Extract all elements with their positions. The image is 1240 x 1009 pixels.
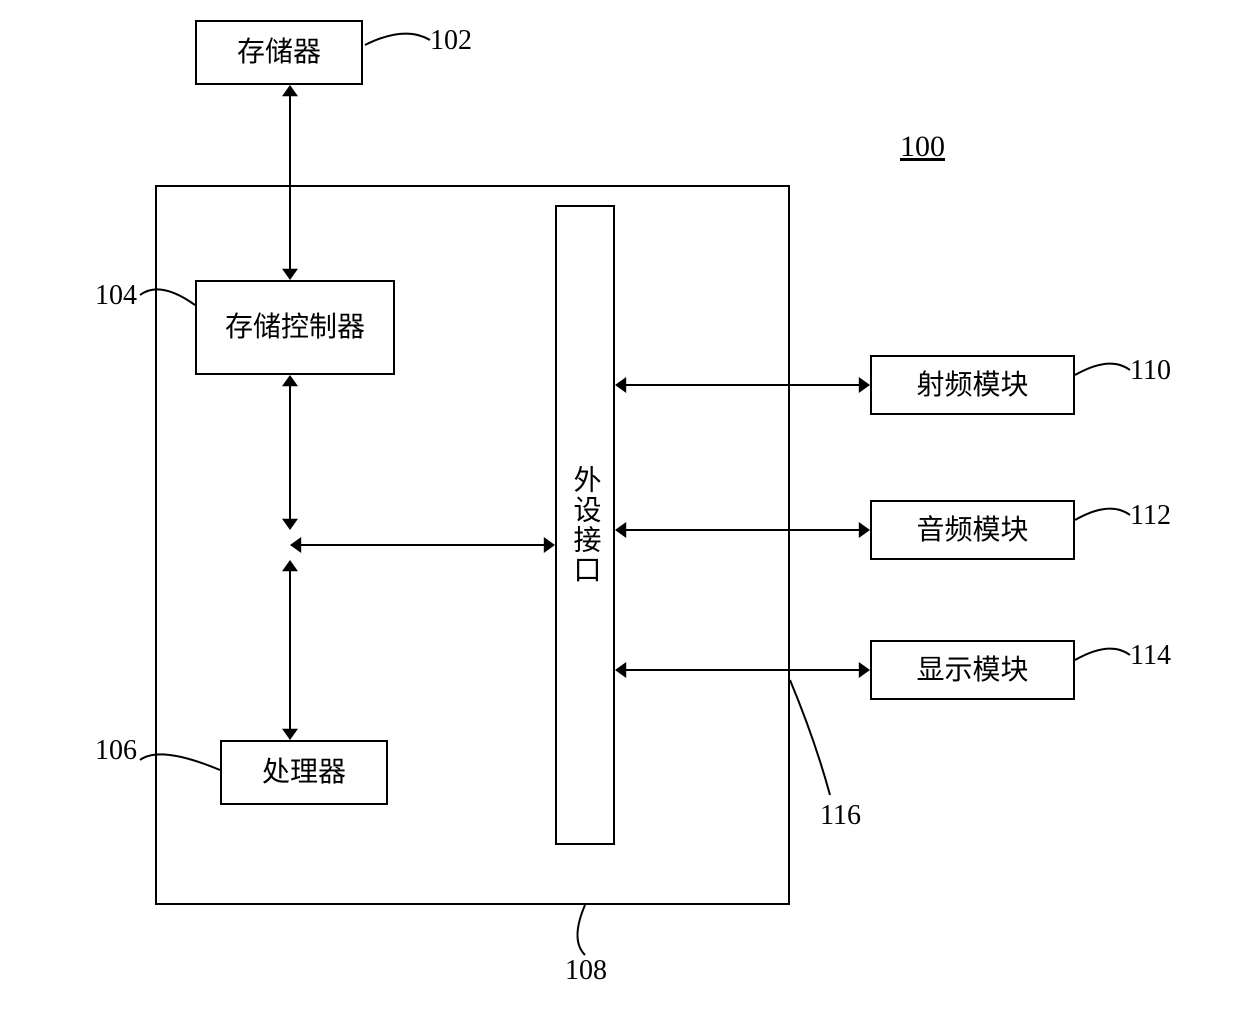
ref-label-106: 106	[95, 735, 137, 767]
node-peripheral-interface: 外设接口	[555, 205, 615, 845]
node-rf-module: 射频模块	[870, 355, 1075, 415]
node-memory-controller: 存储控制器	[195, 280, 395, 375]
node-peripheral-interface-label: 外设接口	[568, 465, 603, 585]
ref-label-110: 110	[1130, 355, 1171, 387]
diagram-title: 100	[900, 130, 945, 164]
node-memory-label: 存储器	[237, 35, 321, 70]
node-display-module: 显示模块	[870, 640, 1075, 700]
ref-label-104: 104	[95, 280, 137, 312]
ref-label-114: 114	[1130, 640, 1171, 672]
ref-label-112: 112	[1130, 500, 1171, 532]
ref-label-116: 116	[820, 800, 861, 832]
node-audio-module: 音频模块	[870, 500, 1075, 560]
ref-label-108: 108	[565, 955, 607, 987]
node-audio-module-label: 音频模块	[916, 513, 1028, 548]
node-display-module-label: 显示模块	[916, 653, 1028, 688]
node-memory-controller-label: 存储控制器	[225, 310, 365, 345]
node-rf-module-label: 射频模块	[916, 368, 1028, 403]
ref-label-102: 102	[430, 25, 472, 57]
diagram-canvas: 存储器 存储控制器 处理器 外设接口 射频模块 音频模块 显示模块 102 10…	[0, 0, 1240, 1009]
node-memory: 存储器	[195, 20, 363, 85]
node-processor: 处理器	[220, 740, 388, 805]
node-processor-label: 处理器	[262, 755, 346, 790]
